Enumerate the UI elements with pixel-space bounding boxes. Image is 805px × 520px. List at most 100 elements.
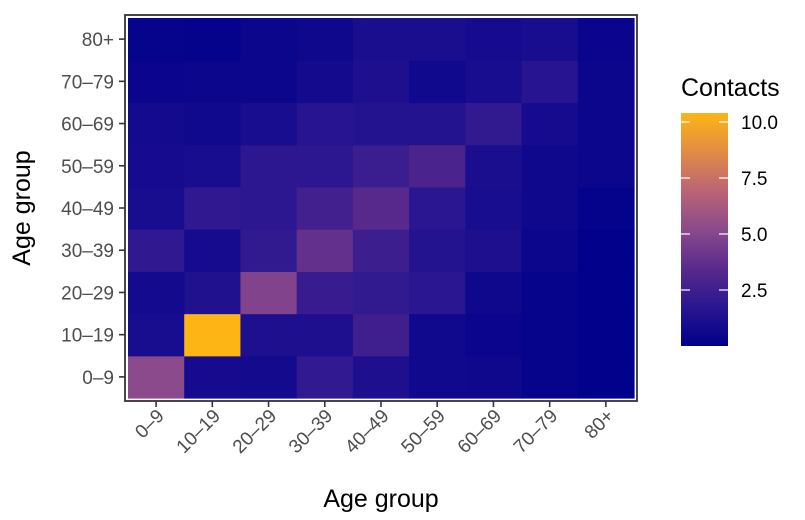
- heatmap-cell: [577, 144, 635, 188]
- heatmap-cell: [577, 60, 635, 104]
- heatmap-cell: [352, 271, 410, 315]
- heatmap-cell: [128, 313, 185, 357]
- x-tick-label: 30–39: [285, 406, 337, 458]
- heatmap-cell: [128, 229, 185, 272]
- heatmap-cell: [521, 186, 579, 230]
- x-tick-label: 40–49: [341, 406, 393, 458]
- heatmap-cell: [296, 271, 354, 315]
- x-tick-label: 0–9: [131, 406, 168, 443]
- y-axis: 0–9 10–19 20–29 30–39 40–49 50–59 60–69 70–79 80…: [61, 30, 125, 389]
- color-legend: Contacts 2.5 5.0 7.5 10.0: [681, 74, 780, 346]
- heatmap-cell: [465, 186, 523, 230]
- heatmap-cell: [521, 355, 579, 399]
- heatmap-cell: [296, 355, 354, 399]
- legend-title: Contacts: [681, 74, 780, 102]
- heatmap-cell: [521, 271, 579, 315]
- heatmap-cell: [296, 313, 354, 357]
- heatmap-cell: [240, 271, 298, 315]
- heatmap-cell: [577, 229, 635, 272]
- heatmap-cell: [128, 144, 185, 188]
- heatmap-cell: [352, 355, 410, 399]
- heatmap-cell: [352, 229, 410, 272]
- heatmap-cell: [465, 355, 523, 399]
- heatmap-cell: [465, 313, 523, 357]
- x-tick-label: 10–19: [173, 406, 225, 458]
- y-tick-label: 0–9: [82, 368, 114, 389]
- heatmap-cell: [409, 229, 466, 272]
- x-tick-label: 60–69: [454, 406, 506, 458]
- heatmap-cell: [465, 18, 523, 61]
- heatmap-cell: [240, 144, 298, 188]
- y-axis-title: Age group: [8, 150, 36, 265]
- heatmap-cell: [409, 271, 466, 315]
- heatmap-cell: [128, 355, 185, 399]
- heatmap-cell: [352, 186, 410, 230]
- legend-tick-label: 7.5: [741, 169, 767, 190]
- heatmap-cell: [577, 18, 635, 61]
- heatmap-cell: [240, 186, 298, 230]
- y-tick-label: 50–59: [61, 157, 114, 178]
- heatmap-cell: [128, 60, 185, 104]
- heatmap-cell: [409, 144, 466, 188]
- heatmap-cell: [577, 355, 635, 399]
- y-tick-label: 60–69: [61, 115, 114, 136]
- legend-tick-label: 2.5: [741, 281, 767, 302]
- x-tick-label: 70–79: [510, 406, 562, 458]
- legend-ticks: 2.5 5.0 7.5 10.0: [681, 113, 778, 302]
- heatmap-cell: [577, 186, 635, 230]
- heatmap-cells: [128, 18, 635, 399]
- heatmap-cell: [521, 18, 579, 61]
- heatmap-cell: [184, 186, 242, 230]
- heatmap-cell: [409, 102, 466, 146]
- heatmap-cell: [296, 186, 354, 230]
- y-tick-label: 20–29: [61, 283, 114, 304]
- heatmap-cell: [465, 144, 523, 188]
- x-tick-label: 20–29: [229, 406, 281, 458]
- heatmap-cell: [240, 229, 298, 272]
- heatmap-cell: [521, 313, 579, 357]
- heatmap-cell: [240, 313, 298, 357]
- heatmap-cell: [521, 144, 579, 188]
- heatmap-cell: [352, 60, 410, 104]
- heatmap-cell: [521, 102, 579, 146]
- legend-tick-label: 5.0: [741, 225, 767, 246]
- heatmap-cell: [465, 271, 523, 315]
- heatmap-cell: [577, 271, 635, 315]
- heatmap-cell: [240, 18, 298, 61]
- y-tick-label: 30–39: [61, 241, 114, 262]
- heatmap-cell: [409, 186, 466, 230]
- y-tick-label: 10–19: [61, 326, 114, 347]
- heatmap-cell: [128, 186, 185, 230]
- heatmap-cell: [296, 229, 354, 272]
- heatmap-cell: [465, 60, 523, 104]
- heatmap-cell: [184, 144, 242, 188]
- heatmap-cell: [184, 102, 242, 146]
- heatmap-cell: [128, 102, 185, 146]
- heatmap-cell: [184, 271, 242, 315]
- x-axis: 0–9 10–19 20–29 30–39 40–49 50–59 60–69 70–79 80…: [131, 401, 618, 458]
- heatmap-cell: [184, 313, 242, 357]
- heatmap-cell: [296, 102, 354, 146]
- legend-tick-label: 10.0: [741, 113, 778, 134]
- y-tick-label: 40–49: [61, 199, 114, 220]
- heatmap-cell: [409, 60, 466, 104]
- legend-colorbar: [681, 113, 728, 346]
- heatmap-cell: [465, 102, 523, 146]
- heatmap-cell: [184, 60, 242, 104]
- heatmap-cell: [240, 102, 298, 146]
- heatmap-cell: [296, 144, 354, 188]
- heatmap-cell: [465, 229, 523, 272]
- x-axis-title: Age group: [323, 485, 438, 513]
- y-tick-label: 80+: [82, 30, 114, 51]
- heatmap-cell: [577, 313, 635, 357]
- heatmap-cell: [184, 18, 242, 61]
- heatmap-cell: [352, 313, 410, 357]
- heatmap-cell: [296, 60, 354, 104]
- heatmap-cell: [352, 144, 410, 188]
- heatmap-cell: [128, 18, 185, 61]
- y-tick-label: 70–79: [61, 72, 114, 93]
- heatmap-cell: [409, 355, 466, 399]
- heatmap-cell: [577, 102, 635, 146]
- heatmap-cell: [184, 355, 242, 399]
